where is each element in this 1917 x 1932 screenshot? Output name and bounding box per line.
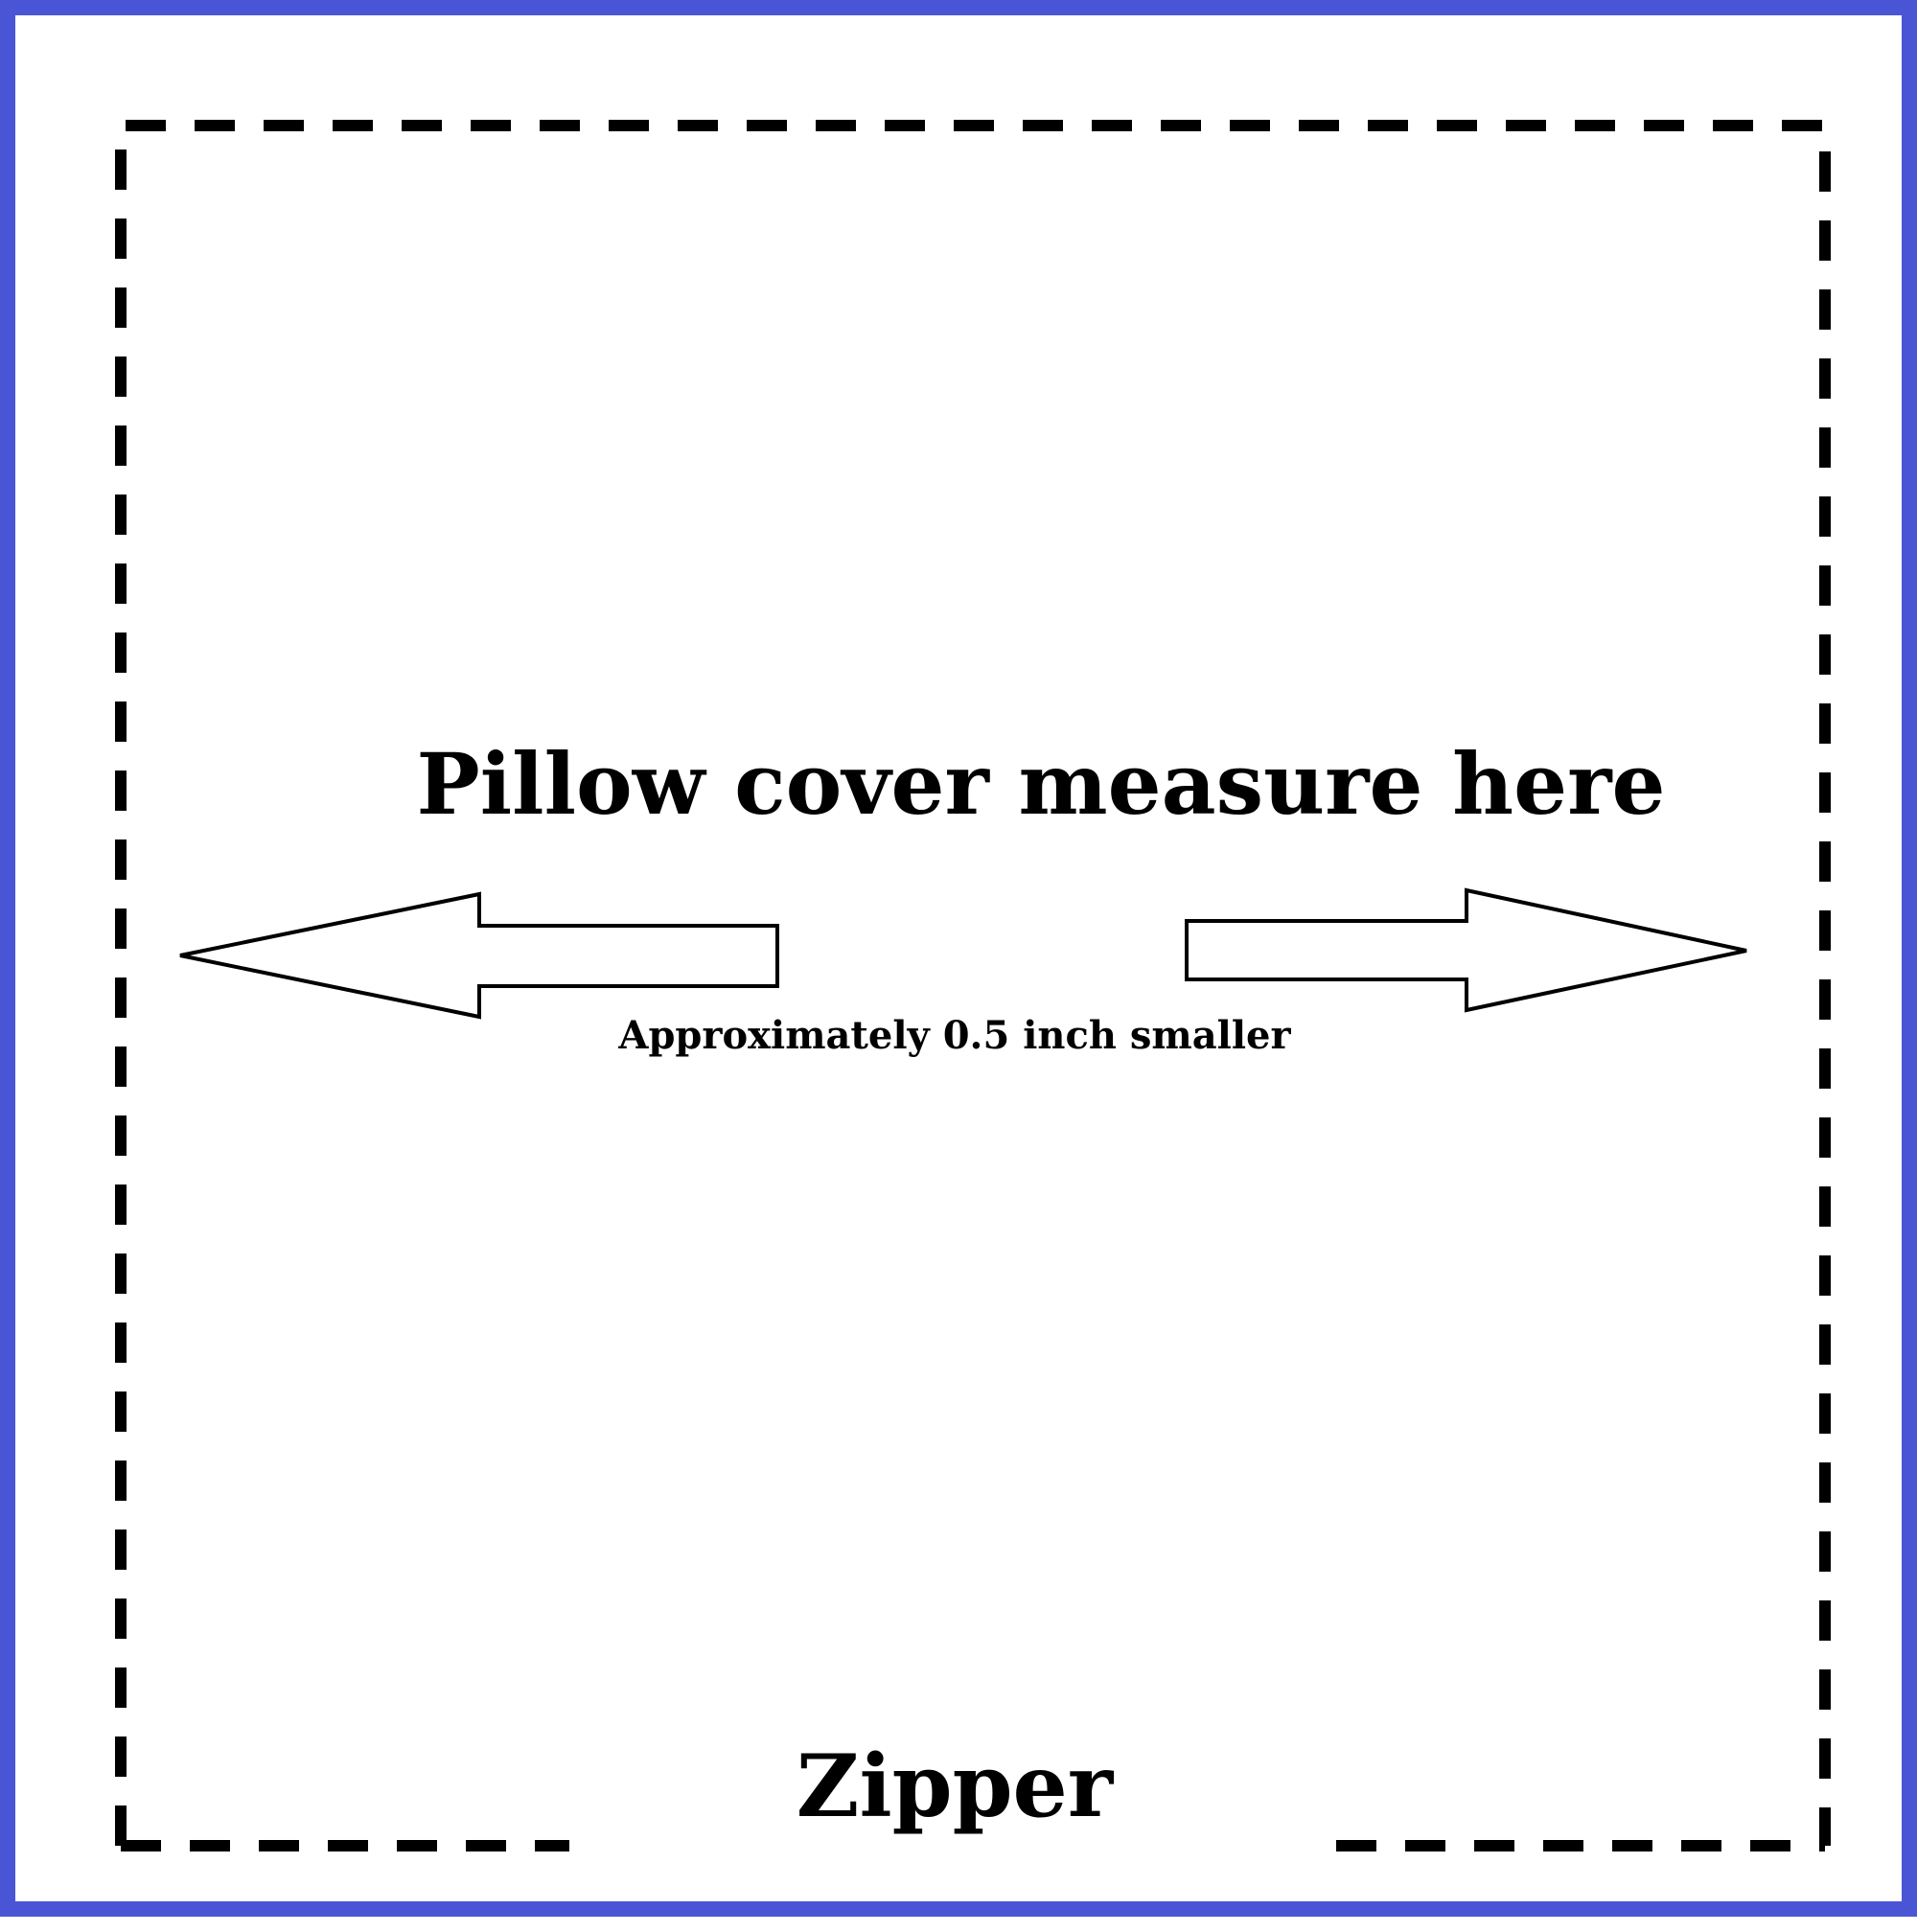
zipper-label: Zipper <box>796 1736 1114 1837</box>
left-arrow <box>179 891 779 1020</box>
right-arrow <box>1185 887 1747 1013</box>
pillow-diagram <box>115 120 1831 1852</box>
measure-title: Pillow cover measure here <box>416 734 1666 834</box>
size-note: Approximately 0.5 inch smaller <box>618 1013 1291 1058</box>
pillow-outline-top-left-right <box>115 120 1831 1846</box>
